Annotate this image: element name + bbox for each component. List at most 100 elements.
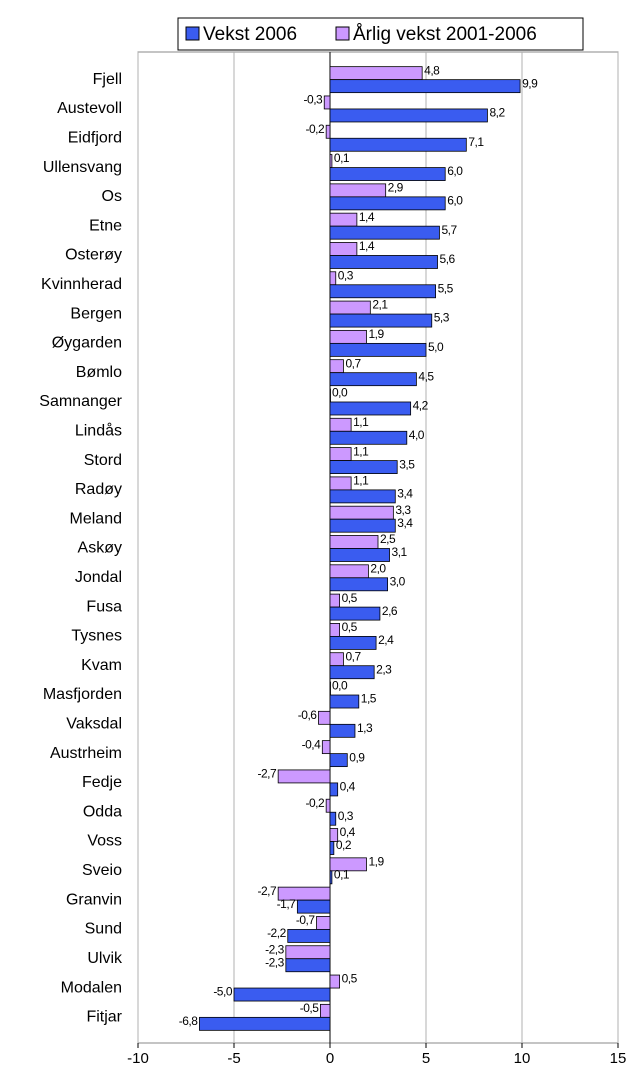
legend-label: Årlig vekst 2001-2006 [353, 24, 537, 45]
y-tick-label: Lindås [75, 422, 122, 440]
data-label: 0,3 [338, 809, 354, 823]
data-label: -5,0 [213, 985, 233, 999]
bar [329, 401, 412, 416]
x-tick-label: 5 [422, 1050, 430, 1066]
y-tick-label: Radøy [75, 481, 122, 498]
data-label: 4,5 [418, 369, 434, 383]
bar [329, 535, 379, 549]
bar [329, 489, 396, 504]
bar [329, 623, 341, 637]
y-tick-label: Bømlo [76, 364, 122, 381]
y-tick-label: Fedje [82, 774, 122, 791]
data-label: 0,7 [345, 356, 361, 370]
data-label: -0,5 [300, 1001, 320, 1015]
y-tick-label: Kvinnherad [41, 276, 122, 293]
y-tick-label: Askøy [78, 540, 122, 557]
data-label: 6,0 [447, 164, 463, 178]
y-tick-label: Jondal [75, 569, 122, 586]
bar [329, 841, 335, 855]
data-label: 2,5 [380, 532, 396, 546]
bar [329, 417, 352, 432]
bar [329, 255, 438, 269]
bar [329, 242, 358, 256]
data-label: 9,9 [522, 76, 538, 90]
y-tick-label: Bergen [70, 305, 122, 322]
bar [325, 124, 331, 139]
y-tick-label: Kvam [81, 657, 122, 674]
bar [329, 430, 408, 445]
bar [329, 636, 377, 650]
bar [329, 154, 333, 168]
bar [287, 929, 331, 943]
data-label: 7,1 [468, 135, 484, 149]
bar [329, 476, 352, 491]
data-label: 0,2 [336, 838, 352, 852]
bar [233, 987, 331, 1002]
y-tick-label: Fitjar [86, 1009, 122, 1026]
data-label: 0,5 [342, 972, 358, 986]
y-tick-label: Voss [87, 833, 122, 850]
y-tick-label: Tysnes [71, 628, 122, 645]
data-label: 0,7 [345, 649, 361, 663]
data-label: -0,3 [304, 93, 324, 107]
data-label: 5,7 [441, 223, 457, 237]
bar [329, 593, 341, 608]
y-tick-label: Ulvik [87, 950, 123, 967]
bar [329, 167, 446, 181]
bar [329, 66, 423, 81]
y-tick-label: Ullensvang [43, 159, 122, 176]
data-label: 0,9 [349, 750, 365, 764]
bar [329, 505, 394, 520]
legend-swatch [185, 26, 200, 41]
y-tick-label: Masfjorden [43, 686, 122, 703]
data-label: 5,0 [428, 340, 444, 354]
y-tick-label: Os [102, 188, 122, 205]
data-label: 0,1 [334, 151, 350, 165]
data-label: 1,1 [353, 444, 369, 458]
bar [329, 665, 375, 680]
y-tick-label: Sund [85, 921, 122, 938]
y-tick-label: Fjell [93, 71, 122, 88]
bar [329, 460, 398, 474]
data-label: 3,1 [392, 545, 408, 559]
x-tick-label: 15 [610, 1050, 627, 1066]
bar [329, 811, 337, 826]
y-tick-label: Vaksdal [66, 716, 122, 733]
y-tick-label: Eidfjord [68, 129, 122, 146]
bar [329, 183, 387, 198]
data-label: 0,5 [342, 591, 358, 605]
bar [329, 723, 356, 738]
bar [329, 300, 371, 315]
bar [329, 857, 367, 872]
bar [329, 974, 341, 989]
bar [318, 710, 331, 725]
bar [329, 359, 344, 374]
y-tick-label: Austevoll [57, 100, 122, 117]
bar [329, 681, 331, 696]
data-label: 6,0 [447, 194, 463, 208]
data-label: -0,2 [305, 122, 325, 136]
data-label: 1,3 [357, 721, 373, 735]
bar [329, 518, 396, 533]
legend-label: Vekst 2006 [203, 24, 297, 45]
x-tick-label: 0 [326, 1050, 334, 1066]
data-label: -0,6 [298, 708, 318, 722]
data-label: 4,0 [409, 428, 425, 442]
bar [199, 1016, 331, 1031]
bar [329, 652, 344, 667]
bar [323, 95, 331, 110]
legend-box [177, 17, 584, 51]
data-label: -2,3 [265, 942, 285, 956]
data-label: -2,7 [257, 884, 277, 898]
bar [329, 342, 427, 357]
legend-swatch [335, 26, 350, 41]
y-tick-label: Modalen [61, 979, 122, 996]
data-label: -2,2 [267, 926, 287, 940]
data-label: -2,7 [257, 767, 277, 781]
data-label: -1,7 [277, 897, 297, 911]
bar [329, 212, 358, 227]
bar [329, 271, 337, 286]
y-tick-label: Granvin [66, 891, 122, 908]
data-label: -6,8 [179, 1014, 199, 1028]
y-tick-label: Etne [89, 217, 122, 234]
